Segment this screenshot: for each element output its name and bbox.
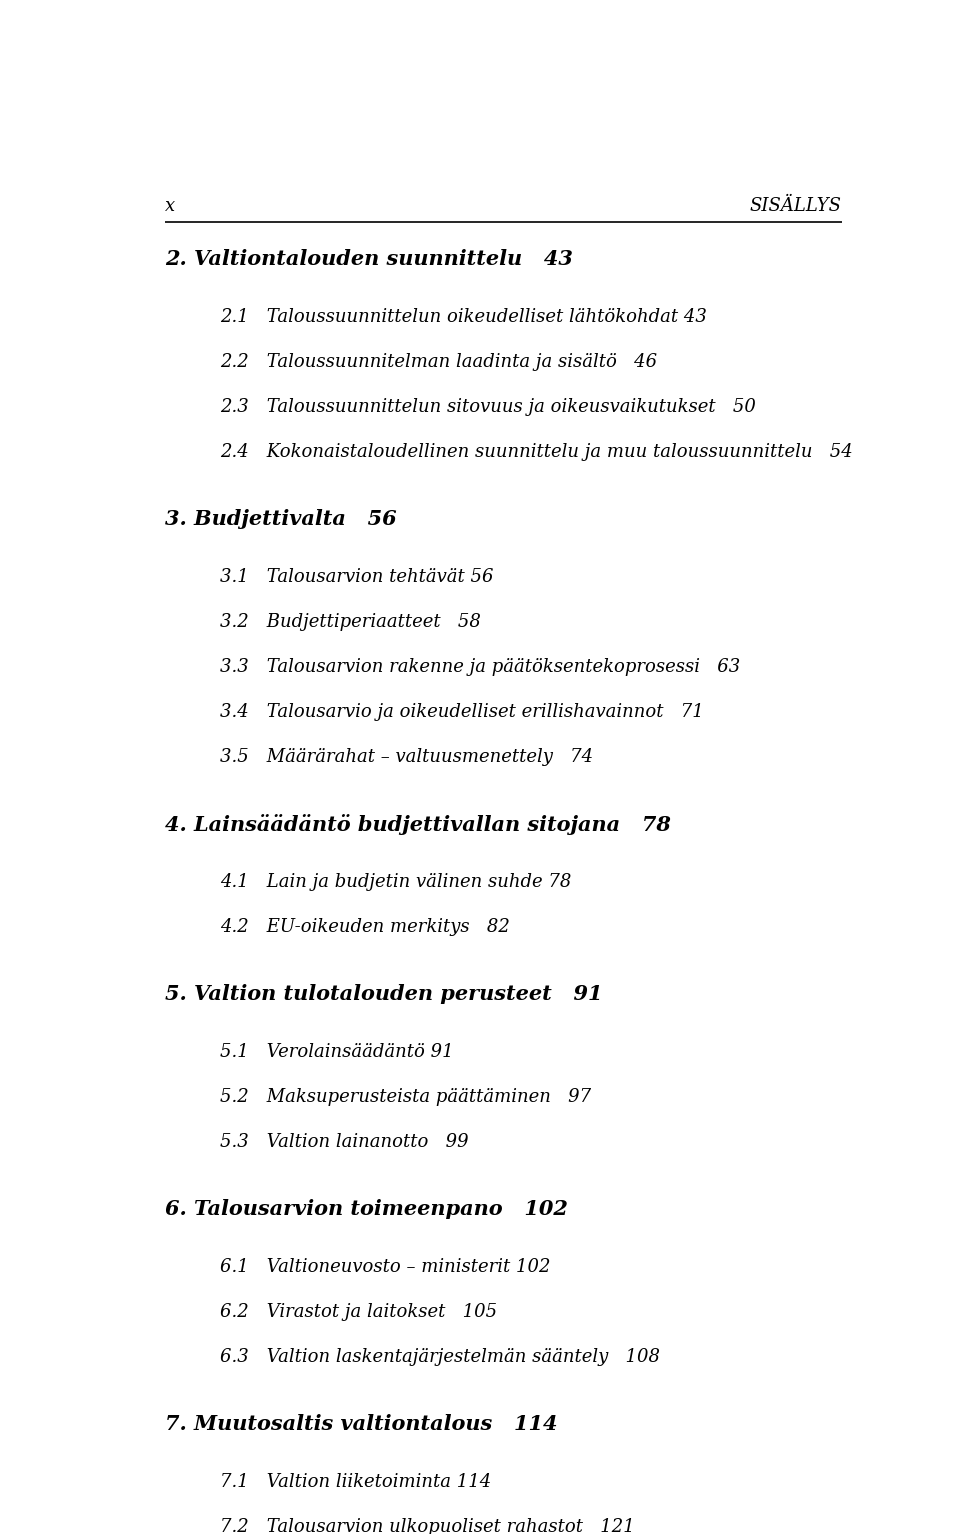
Text: 4.1 Lain ja budjetin välinen suhde 78: 4.1 Lain ja budjetin välinen suhde 78 (221, 873, 572, 891)
Text: 2. Valtiontalouden suunnittelu   43: 2. Valtiontalouden suunnittelu 43 (165, 249, 572, 268)
Text: 6.2 Virastot ja laitokset   105: 6.2 Virastot ja laitokset 105 (221, 1302, 497, 1321)
Text: 6.3 Valtion laskentajärjestelmän sääntely   108: 6.3 Valtion laskentajärjestelmän sääntel… (221, 1347, 660, 1365)
Text: 3.1 Talousarvion tehtävät 56: 3.1 Talousarvion tehtävät 56 (221, 568, 494, 586)
Text: 5. Valtion tulotalouden perusteet   91: 5. Valtion tulotalouden perusteet 91 (165, 983, 602, 1003)
Text: 2.4 Kokonaistaloudellinen suunnittelu ja muu taloussuunnittelu   54: 2.4 Kokonaistaloudellinen suunnittelu ja… (221, 443, 853, 460)
Text: 5.3 Valtion lainanotto   99: 5.3 Valtion lainanotto 99 (221, 1132, 469, 1150)
Text: 6. Talousarvion toimeenpano   102: 6. Talousarvion toimeenpano 102 (165, 1198, 567, 1218)
Text: 4.2 EU-oikeuden merkitys   82: 4.2 EU-oikeuden merkitys 82 (221, 917, 511, 936)
Text: x: x (165, 196, 175, 215)
Text: 7.1 Valtion liiketoiminta 114: 7.1 Valtion liiketoiminta 114 (221, 1473, 492, 1491)
Text: 2.1 Taloussuunnittelun oikeudelliset lähtökohdat 43: 2.1 Taloussuunnittelun oikeudelliset läh… (221, 308, 708, 327)
Text: 3.5 Määrärahat – valtuusmenettely   74: 3.5 Määrärahat – valtuusmenettely 74 (221, 747, 593, 765)
Text: SISÄLLYS: SISÄLLYS (750, 196, 842, 215)
Text: 5.1 Verolainsäädäntö 91: 5.1 Verolainsäädäntö 91 (221, 1043, 454, 1062)
Text: 4. Lainsäädäntö budjettivallan sitojana   78: 4. Lainsäädäntö budjettivallan sitojana … (165, 813, 670, 834)
Text: 3.3 Talousarvion rakenne ja päätöksentekoprosessi   63: 3.3 Talousarvion rakenne ja päätöksentek… (221, 658, 741, 676)
Text: 6.1 Valtioneuvosto – ministerit 102: 6.1 Valtioneuvosto – ministerit 102 (221, 1258, 551, 1276)
Text: 5.2 Maksuperusteista päättäminen   97: 5.2 Maksuperusteista päättäminen 97 (221, 1088, 591, 1106)
Text: 2.2 Taloussuunnitelman laadinta ja sisältö   46: 2.2 Taloussuunnitelman laadinta ja sisäl… (221, 353, 658, 371)
Text: 3.2 Budjettiperiaatteet   58: 3.2 Budjettiperiaatteet 58 (221, 614, 481, 630)
Text: 2.3 Taloussuunnittelun sitovuus ja oikeusvaikutukset   50: 2.3 Taloussuunnittelun sitovuus ja oikeu… (221, 397, 756, 416)
Text: 3.4 Talousarvio ja oikeudelliset erillishavainnot   71: 3.4 Talousarvio ja oikeudelliset erillis… (221, 703, 705, 721)
Text: 7. Muutosaltis valtiontalous   114: 7. Muutosaltis valtiontalous 114 (165, 1414, 557, 1434)
Text: 3. Budjettivalta   56: 3. Budjettivalta 56 (165, 509, 396, 529)
Text: 7.2 Talousarvion ulkopuoliset rahastot   121: 7.2 Talousarvion ulkopuoliset rahastot 1… (221, 1517, 636, 1534)
